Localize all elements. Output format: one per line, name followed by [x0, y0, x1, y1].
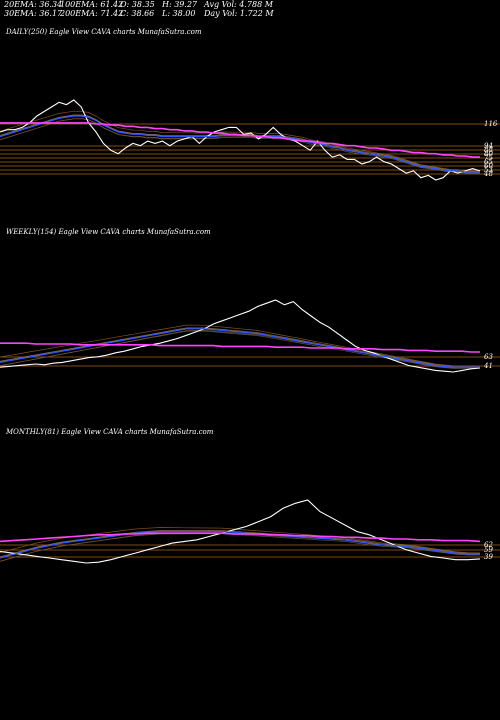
stat-30ema: 30EMA: 36.17	[4, 9, 63, 18]
ema-line-blue	[0, 530, 480, 559]
level-label: 53	[484, 166, 493, 174]
ma-ribbon-line	[0, 530, 480, 558]
ema-line-pink	[0, 122, 480, 158]
stat-day-vol: Day Vol: 1.722 M	[204, 9, 274, 18]
ema-line-pink	[0, 532, 481, 543]
ma-ribbon-line	[0, 527, 481, 554]
daily-panel-title: DAILY(250) Eagle View CAVA charts Munafa…	[6, 28, 202, 36]
stat-open: O: 38.35	[120, 0, 155, 9]
ma-ribbon-line	[0, 324, 481, 367]
ema-line-pink	[0, 342, 480, 353]
stat-high: H: 39.27	[162, 0, 198, 9]
stat-close: C: 38.66	[120, 9, 155, 18]
level-label: 39	[484, 553, 493, 561]
weekly-panel-title: WEEKLY(154) Eagle View CAVA charts Munaf…	[6, 228, 211, 236]
level-label: 59	[484, 546, 493, 554]
ma-ribbon-line	[0, 110, 480, 172]
level-label: 41	[483, 362, 493, 370]
level-label: 60	[484, 162, 493, 170]
stats-header: 20EMA: 36.34 100EMA: 61.42 O: 38.35 H: 3…	[4, 0, 500, 22]
level-label: 88	[484, 146, 493, 154]
price-line	[0, 99, 481, 181]
stat-low: L: 38.00	[162, 9, 196, 18]
ma-ribbon-line	[0, 327, 480, 367]
level-label: 65	[484, 158, 493, 166]
level-label: 63	[484, 353, 493, 361]
stat-20ema: 20EMA: 36.34	[4, 0, 63, 9]
stat-200ema: 200EMA: 71.42	[60, 9, 124, 18]
level-label: 62	[484, 541, 493, 549]
stat-100ema: 100EMA: 61.42	[60, 0, 124, 9]
level-label: 94	[484, 142, 493, 150]
level-label: 48	[483, 170, 493, 178]
ema-line-blue	[0, 328, 480, 368]
price-line	[0, 499, 481, 564]
price-line	[0, 299, 481, 373]
stat-avg-vol: Avg Vol: 4.788 M	[204, 0, 273, 9]
monthly-panel-title: MONTHLY(81) Eagle View CAVA charts Munaf…	[6, 428, 214, 436]
level-label: 75	[484, 154, 493, 162]
level-label: 116	[484, 120, 498, 128]
level-label: 80	[484, 150, 493, 158]
